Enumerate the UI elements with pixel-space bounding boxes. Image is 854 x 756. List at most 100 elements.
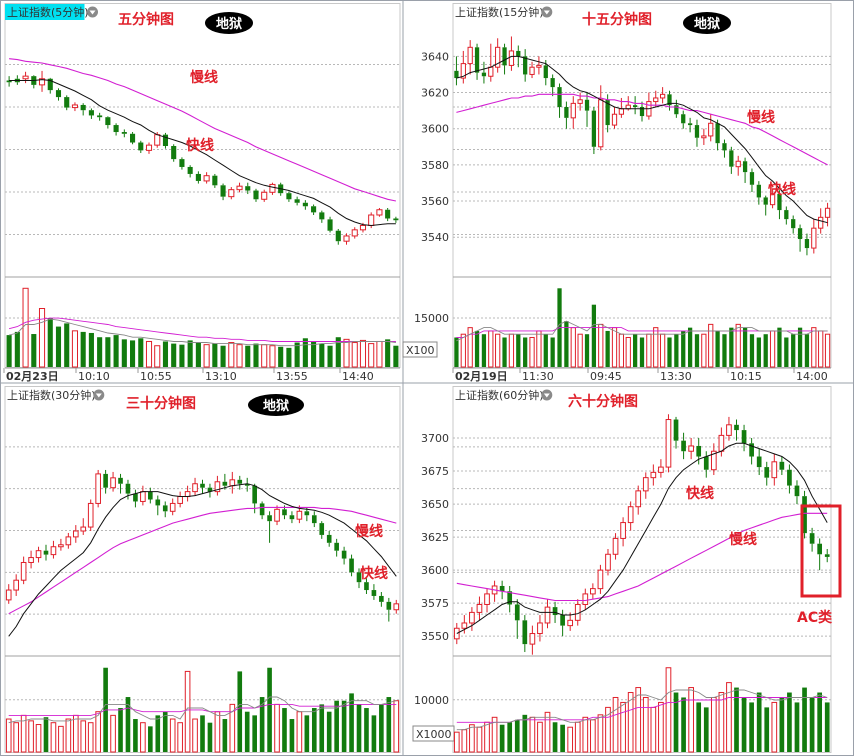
candle-body xyxy=(51,547,56,555)
candle xyxy=(647,93,651,120)
candle-body xyxy=(349,559,354,573)
candle-body xyxy=(179,159,184,167)
candle xyxy=(485,589,490,613)
candle xyxy=(727,417,732,441)
candle xyxy=(643,472,648,498)
candle-body xyxy=(613,538,618,554)
candle xyxy=(734,420,739,441)
candle xyxy=(482,62,486,84)
volume-bar xyxy=(750,334,754,367)
volume-bar xyxy=(770,331,774,367)
volume-bar xyxy=(681,331,685,367)
candle xyxy=(454,623,459,644)
candle-body xyxy=(482,73,486,77)
candle xyxy=(798,225,802,252)
candle-body xyxy=(130,134,135,143)
period-dropdown-icon[interactable] xyxy=(541,390,552,401)
candle xyxy=(31,75,36,88)
candle-body xyxy=(819,217,823,228)
candle xyxy=(522,615,527,652)
candle xyxy=(327,531,332,547)
candle-body xyxy=(14,580,19,590)
candle xyxy=(88,499,93,530)
candle-body xyxy=(750,172,754,185)
volume-tick-label: 15000 xyxy=(414,312,449,325)
volume-bar xyxy=(171,344,176,367)
period-dropdown-icon[interactable] xyxy=(87,7,98,18)
volume-bar xyxy=(575,722,580,752)
period-label: (15分钟) xyxy=(499,5,544,19)
volume-bar xyxy=(342,701,347,752)
volume-bar xyxy=(14,723,19,752)
volume-bar xyxy=(651,707,656,752)
candle xyxy=(812,219,816,253)
candle-body xyxy=(659,467,664,472)
volume-bar xyxy=(188,340,193,367)
volume-bar xyxy=(185,671,190,752)
candle-body xyxy=(454,628,459,639)
candle-body xyxy=(651,472,656,477)
volume-bar xyxy=(130,340,135,367)
volume-bar xyxy=(681,697,686,752)
candle xyxy=(633,96,637,114)
volume-bar xyxy=(571,328,575,367)
candle-body xyxy=(122,132,127,134)
candle xyxy=(628,501,633,530)
volume-bar xyxy=(290,719,295,752)
candle-body xyxy=(204,176,209,181)
candle-body xyxy=(736,161,740,166)
candle xyxy=(188,165,193,177)
candle-body xyxy=(812,228,816,248)
candle xyxy=(270,183,275,195)
candle-body xyxy=(221,185,226,196)
candle xyxy=(659,459,664,477)
candle-body xyxy=(297,511,302,519)
candle xyxy=(44,545,49,561)
candle-body xyxy=(178,497,183,504)
candle-body xyxy=(606,554,611,570)
volume-bar xyxy=(96,712,101,752)
volume-bar xyxy=(23,288,28,367)
volume-bar xyxy=(286,348,291,367)
candle-body xyxy=(719,435,724,451)
candle xyxy=(237,183,242,193)
candle xyxy=(72,102,77,111)
candle xyxy=(387,598,392,622)
volume-bar xyxy=(585,334,589,367)
period-dropdown-icon[interactable] xyxy=(93,390,104,401)
candle xyxy=(133,490,138,508)
volume-bar xyxy=(764,707,769,752)
candle-body xyxy=(592,111,596,147)
candle-body xyxy=(530,67,534,74)
candle-body xyxy=(336,231,341,241)
candle xyxy=(810,528,815,552)
volume-bar xyxy=(344,339,349,367)
volume-bar xyxy=(312,708,317,752)
candle-body xyxy=(702,136,706,138)
volume-bar xyxy=(349,693,354,752)
volume-bar xyxy=(591,720,596,752)
x-tick-label: 10:55 xyxy=(140,370,172,383)
candle-body xyxy=(253,191,258,200)
candle xyxy=(328,217,333,233)
candle xyxy=(342,547,347,565)
period-dropdown-icon[interactable] xyxy=(541,7,552,18)
volume-bar xyxy=(538,722,543,752)
candle-body xyxy=(636,491,641,507)
volume-bar xyxy=(208,723,213,752)
candle xyxy=(560,610,565,636)
candle-body xyxy=(81,527,86,531)
volume-bar xyxy=(507,722,512,752)
candle xyxy=(461,51,465,84)
y-tick-label: 3540 xyxy=(421,231,449,244)
candle-body xyxy=(477,604,482,612)
candle xyxy=(736,156,740,176)
period-label: (5分钟) xyxy=(51,5,89,19)
candle-body xyxy=(798,228,802,239)
candle-body xyxy=(379,596,384,602)
candle xyxy=(118,474,123,494)
candle-body xyxy=(200,484,205,488)
candle-body xyxy=(44,551,49,555)
candle-body xyxy=(553,607,558,615)
candle-body xyxy=(148,492,153,500)
